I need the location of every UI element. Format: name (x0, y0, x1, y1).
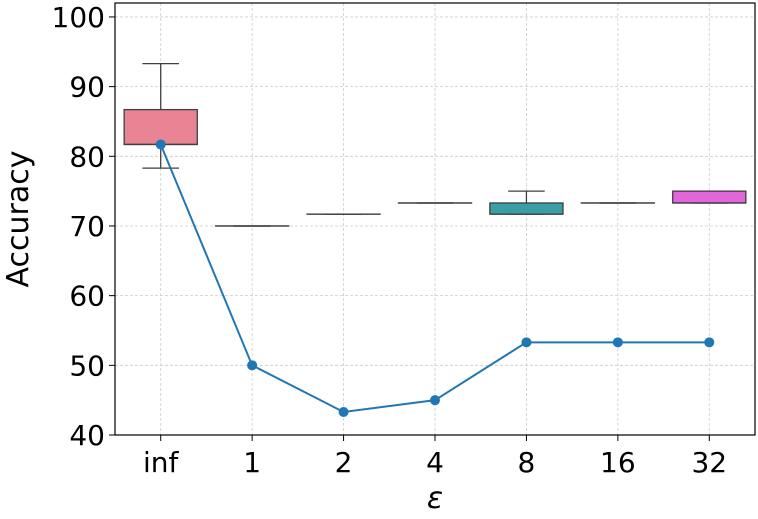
line-point-1 (247, 360, 258, 371)
y-axis-title: Accuracy (1, 151, 36, 288)
line-point-2 (338, 407, 349, 418)
line-point-16 (612, 337, 623, 348)
box-inf (123, 62, 198, 169)
y-tick-label: 40 (69, 419, 105, 452)
x-tick-label: 4 (426, 446, 444, 479)
y-tick-label: 50 (69, 349, 105, 382)
box-body (672, 190, 747, 204)
line-point-8 (521, 337, 532, 348)
y-tick-label: 70 (69, 210, 105, 243)
box-8 (489, 190, 564, 215)
y-tick-label: 60 (69, 280, 105, 313)
x-tick-label: 1 (243, 446, 261, 479)
accuracy-line-series (155, 139, 715, 418)
box-body (489, 202, 564, 215)
grid-lines (115, 3, 755, 436)
x-tick-label: 2 (335, 446, 353, 479)
x-axis-ticks: inf 1 2 4 8 16 32 (143, 435, 727, 479)
box-32 (672, 190, 747, 204)
x-tick-label: 32 (691, 446, 727, 479)
y-tick-label: 80 (69, 140, 105, 173)
y-tick-label: 100 (52, 1, 105, 34)
x-tick-label: inf (143, 446, 180, 479)
x-tick-label: 8 (518, 446, 536, 479)
line-point-inf (155, 139, 166, 150)
x-axis-title: ε (427, 481, 443, 516)
box-body (123, 108, 198, 146)
line-point-32 (704, 337, 715, 348)
y-tick-label: 90 (69, 71, 105, 104)
x-tick-label: 16 (600, 446, 636, 479)
box-series (123, 62, 747, 227)
y-axis-ticks: 40 50 60 70 80 90 100 (52, 1, 115, 452)
line-point-4 (430, 395, 440, 406)
